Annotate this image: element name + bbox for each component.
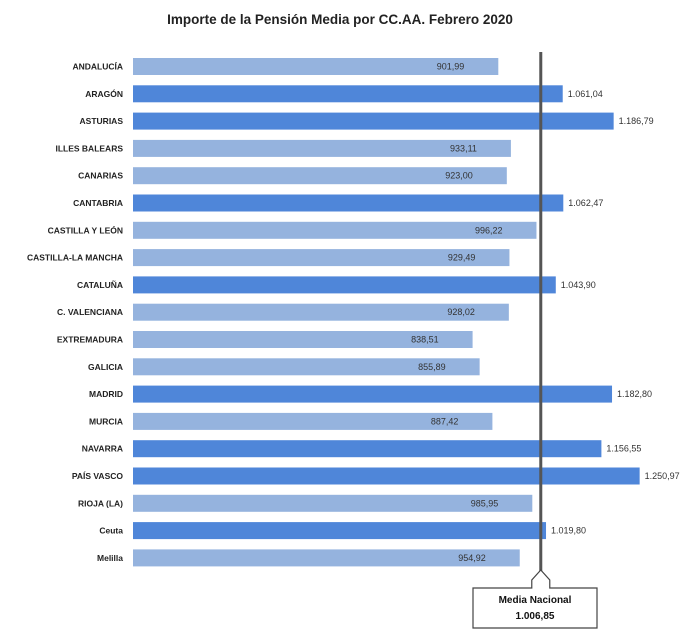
value-label-asturias: 1.186,79	[619, 116, 654, 126]
value-label-cantabria: 1.062,47	[568, 198, 603, 208]
value-label-aragon: 1.061,04	[568, 89, 603, 99]
value-label-ceuta: 1.019,80	[551, 526, 586, 536]
category-label-asturias: ASTURIAS	[80, 116, 124, 126]
category-label-illes-balears: ILLES BALEARS	[55, 143, 123, 153]
bar-c-valenciana	[133, 303, 509, 321]
value-label-canarias: 923,00	[445, 171, 473, 181]
bar-illes-balears	[133, 139, 511, 157]
category-label-castilla-y-leon: CASTILLA Y LEÓN	[48, 224, 123, 235]
category-label-aragon: ARAGÓN	[85, 88, 123, 99]
bar-canarias	[133, 167, 507, 185]
chart-title: Importe de la Pensión Media por CC.AA. F…	[167, 12, 513, 27]
category-label-navarra: NAVARRA	[82, 444, 123, 454]
category-label-madrid: MADRID	[89, 389, 123, 399]
bar-castilla-la-mancha	[133, 249, 510, 267]
bars-layer: ANDALUCÍA 901,99 ARAGÓN 1.061,04 ASTURIAS 1.1…	[27, 58, 680, 567]
bar-aragon	[133, 85, 563, 103]
value-label-c-valenciana: 928,02	[447, 307, 475, 317]
bar-galicia	[133, 358, 480, 376]
category-label-andalucia: ANDALUCÍA	[72, 62, 123, 72]
bar-castilla-y-leon	[133, 221, 537, 239]
bar-navarra	[133, 440, 602, 458]
category-label-extremadura: EXTREMADURA	[57, 335, 123, 345]
category-label-pais-vasco: PAÍS VASCO	[72, 471, 124, 481]
category-label-murcia: MURCIA	[89, 416, 123, 426]
bar-asturias	[133, 112, 614, 130]
value-label-andalucia: 901,99	[437, 62, 465, 72]
reference-layer: Media Nacional 1.006,85	[472, 52, 598, 629]
value-label-extremadura: 838,51	[411, 335, 439, 345]
category-label-c-valenciana: C. VALENCIANA	[57, 307, 123, 317]
value-label-pais-vasco: 1.250,97	[645, 471, 680, 481]
value-label-melilla: 954,92	[458, 553, 486, 563]
category-label-rioja-la: RIOJA (LA)	[78, 498, 123, 508]
value-label-murcia: 887,42	[431, 416, 459, 426]
category-label-ceuta: Ceuta	[99, 526, 123, 536]
national-average-label: Media Nacional	[499, 595, 572, 606]
value-label-madrid: 1.182,80	[617, 389, 652, 399]
category-label-canarias: CANARIAS	[78, 171, 123, 181]
category-label-galicia: GALICIA	[88, 362, 123, 372]
bar-pais-vasco	[133, 467, 640, 485]
value-label-navarra: 1.156,55	[606, 444, 641, 454]
national-average-callout	[472, 569, 598, 629]
bar-andalucia	[133, 58, 499, 75]
category-label-cataluna: CATALUÑA	[77, 280, 123, 290]
value-label-castilla-y-leon: 996,22	[475, 225, 503, 235]
value-label-rioja-la: 985,95	[471, 498, 499, 508]
category-label-cantabria: CANTABRIA	[73, 198, 123, 208]
bar-melilla	[133, 549, 520, 567]
national-average-value: 1.006,85	[516, 611, 555, 622]
bar-cantabria	[133, 194, 564, 212]
bar-extremadura	[133, 331, 473, 348]
category-label-castilla-la-mancha: CASTILLA-LA MANCHA	[27, 253, 123, 263]
category-label-melilla: Melilla	[97, 553, 123, 563]
bar-madrid	[133, 385, 613, 403]
value-label-galicia: 855,89	[418, 362, 446, 372]
bar-ceuta	[133, 522, 547, 540]
value-label-cataluna: 1.043,90	[561, 280, 596, 290]
bar-cataluna	[133, 276, 556, 294]
value-label-illes-balears: 933,11	[450, 143, 477, 153]
value-label-castilla-la-mancha: 929,49	[448, 253, 476, 263]
bar-murcia	[133, 412, 493, 430]
bar-rioja-la	[133, 494, 533, 512]
